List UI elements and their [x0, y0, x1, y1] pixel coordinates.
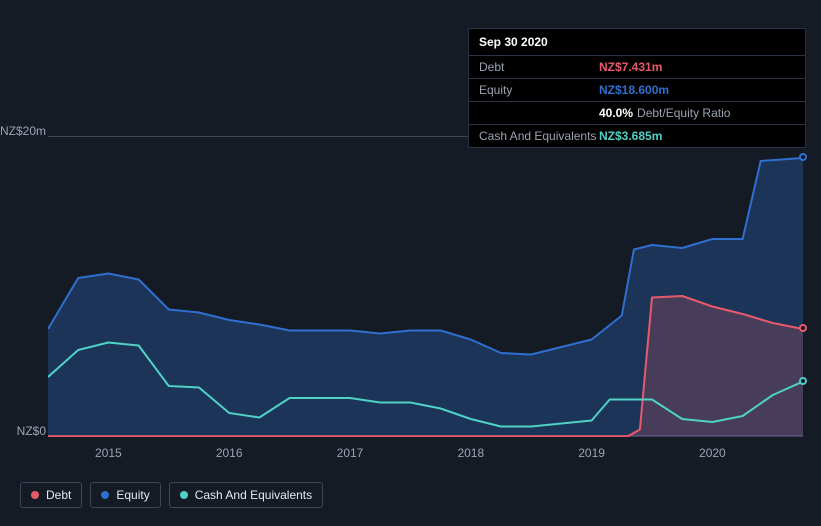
y-axis-label: NZ$20m: [0, 124, 46, 138]
end-marker-cash-and-equivalents: [799, 377, 807, 385]
legend-item-equity[interactable]: Equity: [90, 482, 160, 508]
tooltip-row-label: Equity: [479, 83, 599, 97]
chart-legend: Debt Equity Cash And Equivalents: [20, 482, 323, 508]
tooltip-row-label: [479, 106, 599, 120]
legend-label: Debt: [46, 488, 71, 502]
tooltip-row: EquityNZ$18.600m: [469, 78, 805, 101]
x-axis-label: 2019: [578, 446, 605, 460]
y-axis-label: NZ$0: [0, 424, 46, 438]
chart-plot-area: [48, 136, 803, 436]
tooltip-row: DebtNZ$7.431m: [469, 55, 805, 78]
tooltip-row-value: 40.0%Debt/Equity Ratio: [599, 106, 730, 120]
legend-item-debt[interactable]: Debt: [20, 482, 82, 508]
x-axis-label: 2020: [699, 446, 726, 460]
chart-tooltip: Sep 30 2020 DebtNZ$7.431mEquityNZ$18.600…: [468, 28, 806, 148]
x-axis-labels: 2015 2016 2017 2018 2019 2020: [48, 446, 803, 462]
x-axis-label: 2016: [216, 446, 243, 460]
x-axis-label: 2015: [95, 446, 122, 460]
legend-dot-icon: [101, 491, 109, 499]
tooltip-row-label: Debt: [479, 60, 599, 74]
chart-svg: [48, 137, 803, 437]
tooltip-row-value: NZ$7.431m: [599, 60, 662, 74]
tooltip-row: 40.0%Debt/Equity Ratio: [469, 101, 805, 124]
end-marker-equity: [799, 153, 807, 161]
legend-dot-icon: [180, 491, 188, 499]
legend-label: Equity: [116, 488, 149, 502]
legend-dot-icon: [31, 491, 39, 499]
tooltip-row-value: NZ$18.600m: [599, 83, 669, 97]
legend-item-cash-and-equivalents[interactable]: Cash And Equivalents: [169, 482, 323, 508]
legend-label: Cash And Equivalents: [195, 488, 312, 502]
tooltip-row-label: Cash And Equivalents: [479, 129, 599, 143]
end-marker-debt: [799, 324, 807, 332]
tooltip-row-value: NZ$3.685m: [599, 129, 662, 143]
tooltip-row-suffix: Debt/Equity Ratio: [637, 106, 730, 120]
x-axis-label: 2018: [457, 446, 484, 460]
tooltip-date: Sep 30 2020: [469, 29, 805, 55]
tooltip-row: Cash And EquivalentsNZ$3.685m: [469, 124, 805, 147]
x-axis-label: 2017: [337, 446, 364, 460]
